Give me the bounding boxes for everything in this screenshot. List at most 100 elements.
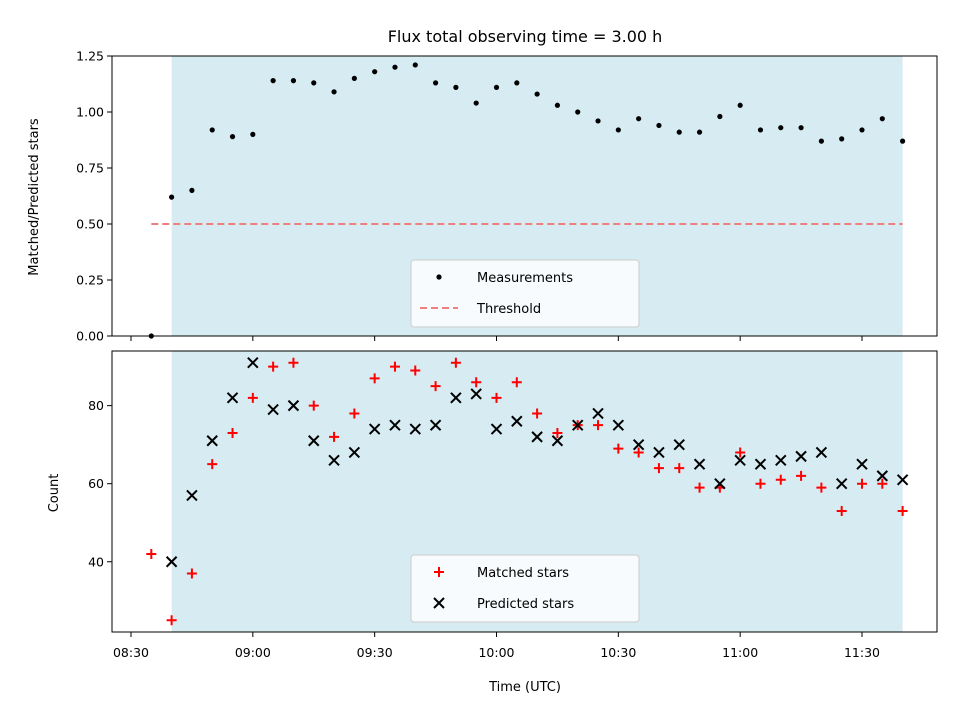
predicted-star-point	[673, 438, 685, 451]
x-tick-label: 11:00	[722, 645, 758, 660]
measurement-point	[676, 129, 682, 135]
measurement-point	[169, 194, 175, 200]
legend-swatch-matched	[434, 567, 444, 577]
matched-star-point	[674, 463, 685, 474]
matched-star-point	[268, 361, 279, 372]
axes-frame	[111, 350, 938, 633]
measurement-point	[757, 127, 764, 133]
matched-star-point	[146, 548, 157, 559]
measurement-point	[839, 136, 845, 142]
matched-star-point	[735, 447, 746, 458]
matched-star-point	[775, 474, 786, 485]
predicted-star-point	[714, 477, 726, 490]
matched-star-point	[755, 478, 766, 489]
predicted-star-point	[815, 446, 828, 459]
measurement-point	[778, 125, 784, 131]
predicted-star-point	[206, 435, 218, 447]
measurement-point	[636, 116, 642, 122]
measurement-point	[412, 62, 418, 68]
predicted-star-point	[308, 435, 320, 447]
matched-star-point	[593, 420, 604, 431]
y-tick-label: 0.50	[76, 217, 104, 232]
matched-star-point	[308, 400, 319, 411]
x-tick-label: 10:00	[478, 645, 514, 660]
matched-star-point	[532, 408, 543, 419]
predicted-star-point	[409, 423, 421, 435]
matched-star-point	[166, 615, 177, 626]
matched-star-point	[186, 568, 197, 579]
measurement-point	[575, 109, 581, 115]
measurement-point	[290, 78, 297, 84]
legend-box	[410, 259, 640, 328]
predicted-star-point	[531, 431, 543, 443]
predicted-star-point	[856, 458, 868, 470]
matched-star-point	[329, 431, 340, 442]
predicted-star-point	[754, 458, 767, 470]
predicted-star-point	[734, 454, 746, 466]
matched-star-point	[247, 392, 258, 403]
predicted-star-point	[165, 556, 178, 568]
legend-swatch-predicted	[433, 597, 445, 609]
measurement-point	[311, 80, 317, 86]
bottom-panel: 40 60 80 08:30 09:00 09:30 10:00 10:30 11:00 11:3…	[88, 350, 938, 660]
predicted-star-point	[896, 474, 909, 486]
top-panel: 0.00 0.25 0.50 0.75 1.00 1.25 Measurements Thre…	[76, 49, 938, 344]
predicted-star-point	[490, 423, 503, 435]
measurement-point	[554, 102, 561, 108]
measurement-point	[595, 118, 601, 124]
measurement-point	[696, 129, 703, 135]
y-tick-label: 0.75	[76, 161, 104, 176]
matched-star-point	[511, 377, 522, 388]
measurement-point	[189, 187, 195, 193]
predicted-star-point	[247, 357, 259, 369]
predicted-star-point	[612, 419, 625, 431]
matched-star-point	[207, 459, 218, 470]
matched-star-point	[288, 357, 299, 368]
matched-star-point	[369, 373, 380, 384]
x-tick-label: 09:30	[357, 645, 393, 660]
legend-label: Measurements	[477, 271, 573, 286]
legend-label: Predicted stars	[477, 597, 574, 612]
measurement-point	[656, 122, 662, 129]
matched-star-point	[227, 427, 238, 438]
y-tick-label: 0.00	[76, 329, 104, 344]
matched-star-point	[389, 361, 400, 372]
legend-swatch-measurements	[436, 274, 442, 280]
predicted-star-point	[328, 454, 340, 466]
legend-label: Threshold	[476, 302, 541, 317]
predicted-star-point	[450, 392, 462, 404]
predicted-star-point	[693, 458, 706, 470]
predicted-star-point	[368, 423, 381, 435]
matched-star-point	[796, 470, 807, 481]
matched-star-point	[450, 357, 461, 368]
predicted-star-point	[572, 419, 584, 431]
predicted-star-point	[389, 419, 401, 431]
measurement-point	[351, 75, 357, 81]
predicted-star-point	[511, 415, 523, 427]
y-tick-label: 40	[88, 554, 104, 569]
x-tick-label: 11:30	[844, 645, 880, 660]
predicted-star-point	[835, 477, 848, 490]
y-axis-label-top: Matched/Predicted stars	[27, 118, 42, 276]
y-tick-label: 1.00	[76, 105, 104, 120]
chart-title: Flux total observing time = 3.00 h	[388, 27, 663, 46]
x-tick-label: 10:30	[600, 645, 636, 660]
measurement-point	[270, 78, 276, 84]
measurement-point	[859, 127, 865, 133]
x-tick-label: 09:00	[235, 645, 271, 660]
measurement-point	[615, 127, 621, 133]
predicted-star-point	[348, 446, 361, 459]
measurement-point	[392, 64, 398, 70]
legend-label: Matched stars	[477, 566, 569, 581]
y-tick-label: 0.25	[76, 273, 104, 288]
y-tick-label: 1.25	[76, 49, 104, 64]
measurement-point	[818, 138, 824, 144]
legend-box	[410, 554, 640, 623]
measurement-point	[717, 113, 723, 120]
measurement-point	[432, 80, 439, 86]
matched-star-point	[633, 447, 644, 458]
matched-star-point	[836, 506, 847, 517]
x-axis-label: Time (UTC)	[488, 680, 561, 695]
predicted-star-point	[876, 470, 889, 482]
